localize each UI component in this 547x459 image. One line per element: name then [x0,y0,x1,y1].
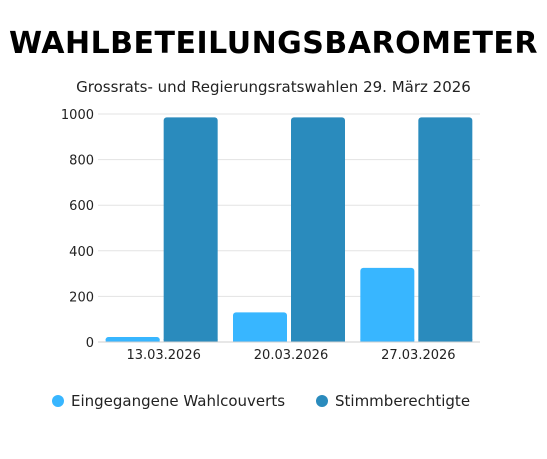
legend-label-series-2: Stimmberechtigte [335,392,471,410]
chart-title: WAHLBETEILUNGSBAROMETER [9,26,538,61]
bar-base [418,339,473,342]
y-tick-label: 400 [69,245,94,260]
legend-swatch-series-1 [52,395,64,407]
bar-base [233,339,287,342]
bar-base [163,339,218,342]
legend-label-series-1: Eingegangene Wahlcouverts [71,392,286,410]
y-tick-label: 200 [69,290,94,305]
bar-base [105,339,160,342]
legend-item-series-2: Stimmberechtigte [316,392,470,410]
bar [163,117,218,342]
x-tick-label: 27.03.2026 [381,348,455,363]
y-tick-label: 1000 [61,108,94,123]
bar-base [360,339,415,342]
chart-subtitle: Grossrats- und Regierungsratswahlen 29. … [76,78,471,96]
y-tick-label: 800 [69,154,94,169]
y-tick-label: 600 [69,199,94,214]
bar [360,267,415,342]
bar [233,312,287,342]
bar [418,117,473,342]
bar-base [291,339,345,342]
x-tick-label: 20.03.2026 [254,348,328,363]
y-tick-label: 0 [86,336,94,351]
legend: Eingegangene Wahlcouverts Stimmberechtig… [0,392,547,416]
bar [291,117,345,342]
bar-chart: 0 200 400 600 800 1000 13.03.2026 20.03.2026 27.… [61,108,480,363]
x-tick-label: 13.03.2026 [126,348,200,363]
legend-swatch-series-2 [316,395,328,407]
legend-item-series-1: Eingegangene Wahlcouverts [52,392,285,410]
